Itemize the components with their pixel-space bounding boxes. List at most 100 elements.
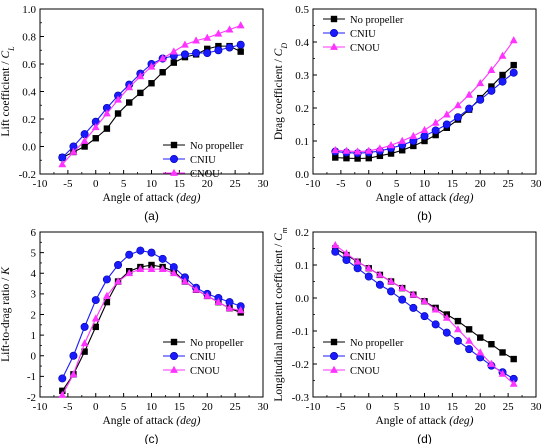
marker-circle bbox=[487, 86, 496, 95]
x-tick-label: 15 bbox=[447, 178, 459, 190]
y-tick-label: -0.2 bbox=[292, 359, 309, 371]
marker-triangle bbox=[487, 359, 496, 367]
marker-square bbox=[170, 141, 178, 149]
marker-circle bbox=[331, 247, 340, 256]
series-cnou bbox=[331, 36, 518, 155]
marker-triangle bbox=[476, 79, 485, 87]
legend-label: CNIU bbox=[350, 29, 376, 40]
marker-circle bbox=[170, 155, 179, 164]
marker-triangle bbox=[80, 136, 89, 144]
series-cnou bbox=[58, 21, 245, 168]
marker-triangle bbox=[170, 168, 178, 176]
marker-triangle bbox=[376, 144, 384, 152]
x-tick-label: 0 bbox=[93, 401, 99, 413]
marker-triangle bbox=[330, 42, 338, 50]
marker-square bbox=[92, 135, 99, 142]
chart-panel-4: -10 -5 0 5 10 15 20 25 30 -0.3 -0.2 -0.1 0.0 0.1 0.2 An… bbox=[273, 227, 542, 444]
marker-triangle bbox=[387, 277, 395, 285]
marker-circle bbox=[398, 295, 407, 304]
marker-triangle bbox=[465, 336, 473, 344]
y-axis-label: Lift coefficient / CL bbox=[0, 46, 16, 137]
marker-square bbox=[421, 137, 428, 145]
x-tick-label: -5 bbox=[336, 178, 346, 190]
marker-triangle bbox=[431, 118, 440, 126]
series-cnou bbox=[331, 241, 518, 387]
marker-triangle bbox=[409, 290, 418, 298]
marker-triangle bbox=[125, 83, 134, 91]
marker-square bbox=[170, 59, 177, 66]
series-cniu bbox=[58, 40, 245, 162]
marker-triangle bbox=[509, 36, 518, 44]
marker-square bbox=[137, 89, 144, 97]
legend-label: CNIU bbox=[190, 155, 216, 166]
marker-triangle bbox=[58, 160, 67, 168]
y-tick-label: 0.2 bbox=[295, 227, 309, 239]
y-tick-label: 0.4 bbox=[295, 37, 309, 49]
marker-triangle bbox=[353, 147, 362, 155]
marker-square bbox=[81, 143, 88, 150]
marker-triangle bbox=[398, 283, 407, 291]
marker-square bbox=[376, 152, 384, 160]
x-tick-label: 25 bbox=[230, 178, 242, 190]
legend-label: No propeller bbox=[350, 15, 404, 26]
marker-triangle bbox=[409, 131, 418, 139]
marker-triangle bbox=[398, 136, 407, 144]
marker-circle bbox=[409, 303, 418, 312]
chart-panel-1: -10 -5 0 5 10 15 20 25 30 -0.2 0.0 0.2 0.4 0.6 0.8 1.0 A… bbox=[0, 4, 269, 223]
marker-circle bbox=[431, 126, 440, 135]
marker-triangle bbox=[114, 95, 122, 103]
x-tick-label: 0 bbox=[366, 178, 372, 190]
x-tick-label: 30 bbox=[258, 401, 270, 413]
legend-label: CNIU bbox=[190, 352, 216, 363]
marker-square bbox=[399, 147, 406, 154]
panel-label: (b) bbox=[417, 209, 432, 223]
marker-square bbox=[477, 334, 484, 341]
marker-triangle bbox=[442, 313, 451, 321]
y-tick-label: -0.3 bbox=[292, 392, 310, 404]
marker-triangle bbox=[58, 390, 67, 398]
marker-circle bbox=[353, 264, 362, 273]
marker-triangle bbox=[431, 305, 440, 313]
panel-label: (d) bbox=[417, 432, 432, 444]
marker-circle bbox=[476, 95, 485, 104]
marker-circle bbox=[69, 351, 78, 360]
marker-triangle bbox=[364, 264, 373, 272]
marker-square bbox=[510, 355, 517, 363]
marker-square bbox=[410, 142, 417, 150]
marker-triangle bbox=[181, 40, 189, 48]
x-tick-label: 30 bbox=[531, 401, 543, 413]
marker-square bbox=[103, 298, 111, 306]
marker-triangle bbox=[114, 277, 122, 285]
marker-circle bbox=[102, 275, 111, 284]
marker-triangle bbox=[214, 29, 223, 37]
legend: No propeller CNIU CNOU bbox=[323, 15, 404, 54]
x-tick-label: 25 bbox=[230, 401, 242, 413]
y-tick-label: 0.4 bbox=[22, 86, 36, 98]
y-tick-label: -0.2 bbox=[19, 169, 36, 181]
marker-triangle bbox=[387, 141, 395, 149]
y-tick-label: 0.3 bbox=[295, 70, 309, 82]
legend-label: No propeller bbox=[190, 141, 244, 152]
x-tick-label: 5 bbox=[394, 401, 400, 413]
marker-triangle bbox=[342, 146, 351, 154]
y-tick-label: 0.0 bbox=[22, 141, 36, 153]
marker-triangle bbox=[91, 314, 100, 322]
panel-label: (a) bbox=[144, 209, 159, 223]
marker-circle bbox=[420, 132, 429, 141]
marker-circle bbox=[364, 272, 373, 281]
marker-triangle bbox=[169, 47, 178, 55]
marker-triangle bbox=[80, 339, 89, 347]
marker-circle bbox=[91, 296, 100, 305]
marker-square bbox=[330, 15, 338, 23]
marker-square bbox=[204, 45, 211, 53]
marker-triangle bbox=[136, 264, 145, 273]
x-tick-label: 5 bbox=[121, 401, 127, 413]
y-tick-label: 0.8 bbox=[22, 31, 36, 43]
x-tick-label: -5 bbox=[336, 401, 346, 413]
marker-circle bbox=[465, 104, 474, 113]
legend: No propeller CNIU CNOU bbox=[163, 141, 244, 180]
marker-circle bbox=[114, 260, 123, 269]
marker-square bbox=[126, 99, 133, 106]
marker-square bbox=[148, 80, 155, 87]
x-tick-label: 15 bbox=[174, 178, 186, 190]
